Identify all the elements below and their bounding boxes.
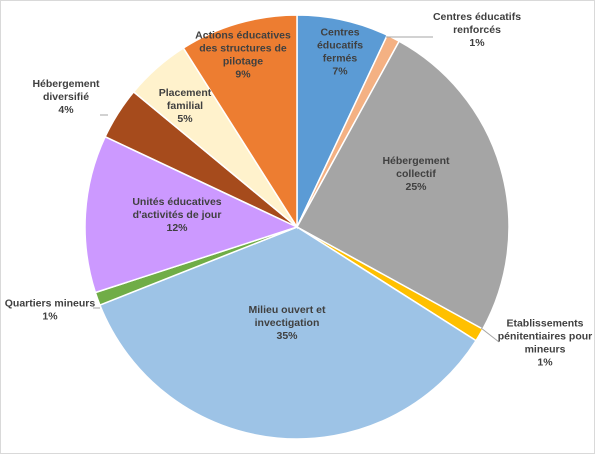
slice-label-4: Milieu ouvert et invectigation 35% [248,304,326,342]
slice-label-0: Centres éducatifs fermés 7% [317,27,363,78]
pie-slices [84,14,510,440]
slice-labels: Centres éducatifs fermés 7% Centres éducatif… [5,11,592,369]
leader-line-3 [480,327,500,343]
pie-slice-9 [182,14,298,230]
slice-label-8: Placement familial 5% [159,87,212,125]
slice-label-2: Hébergement collectif 25% [382,155,450,193]
pie-slice-6 [84,135,300,294]
slice-label-1: Centres éducatifs renforcés 1% [433,11,521,49]
leader-lines [93,36,500,343]
slice-label-3: Etablissements pénitentiaires pour mineurs… [498,318,593,369]
pie-slice-2 [295,40,510,331]
pie-slice-4 [98,226,478,440]
slice-label-6: Unités éducatives d'activités de jour 12% [132,196,221,234]
slice-label-7: Hébergement diversifié 4% [32,78,100,116]
slice-label-5: Quartiers mineurs 1% [5,298,96,323]
slice-label-9: Actions éducatives des structures de pilot… [195,30,291,81]
